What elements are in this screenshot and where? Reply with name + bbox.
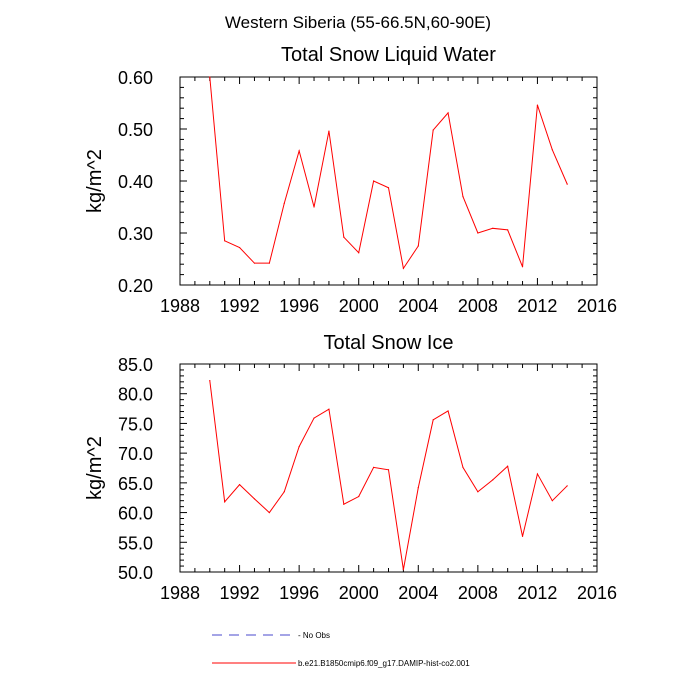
data-point — [209, 76, 211, 78]
data-point — [313, 417, 315, 419]
data-point — [417, 245, 419, 247]
y-tick-label: 0.30 — [118, 224, 153, 244]
data-point — [492, 227, 494, 229]
y-axis-label: kg/m^2 — [84, 149, 106, 213]
series-line — [209, 76, 568, 270]
data-point — [373, 180, 375, 182]
data-point — [283, 202, 285, 204]
data-point — [268, 511, 270, 514]
chart-panels: Total Snow Liquid Water kg/m^2 1988 1992 199… — [84, 44, 617, 603]
data-point — [536, 104, 539, 106]
plot-frame — [179, 76, 598, 286]
x-tick-label: 1992 — [220, 583, 260, 603]
y-tick-label: 80.0 — [118, 385, 153, 405]
x-tick-label: 1996 — [279, 583, 319, 603]
x-tick-label: 2016 — [577, 583, 617, 603]
legend-label-1: - No Obs — [298, 631, 330, 640]
figure-title: Western Siberia (55-66.5N,60-90E) — [225, 13, 491, 32]
x-tick-label: 2000 — [339, 296, 379, 316]
x-tick-label: 2000 — [339, 583, 379, 603]
data-point — [343, 503, 345, 505]
data-point — [328, 408, 330, 410]
data-point — [521, 535, 524, 537]
y-tick-label: 0.40 — [118, 172, 153, 192]
y-tick-label: 0.60 — [118, 68, 153, 88]
y-tick-label: 65.0 — [118, 474, 153, 494]
panel-title: Total Snow Liquid Water — [281, 44, 496, 66]
x-tick-label: 2004 — [398, 583, 438, 603]
y-tick-label: 0.20 — [118, 276, 153, 296]
plot-frame — [179, 363, 598, 573]
data-point — [492, 479, 494, 481]
y-tick-label: 60.0 — [118, 504, 153, 524]
x-tick-label: 2004 — [398, 296, 438, 316]
data-point — [358, 495, 360, 498]
data-point — [417, 487, 419, 489]
data-point — [402, 267, 404, 269]
data-point — [224, 501, 226, 503]
data-point — [298, 150, 300, 152]
data-point — [432, 419, 434, 421]
y-tick-label: 70.0 — [118, 444, 153, 464]
y-tick-label: 50.0 — [118, 563, 153, 583]
data-point — [507, 465, 509, 467]
data-point — [387, 469, 390, 471]
y-tick-label: 85.0 — [118, 355, 153, 375]
y-tick-label: 0.50 — [118, 120, 153, 140]
data-point — [551, 149, 553, 151]
data-point — [358, 252, 360, 254]
data-point — [283, 491, 285, 493]
data-point — [373, 466, 375, 469]
data-point — [447, 410, 449, 412]
data-point — [343, 236, 345, 238]
data-point — [328, 130, 330, 132]
data-point — [507, 229, 509, 231]
data-point — [536, 473, 539, 475]
data-point — [238, 246, 241, 249]
x-tick-label: 2016 — [577, 296, 617, 316]
panel-2: Total Snow Ice kg/m^2 1988 1992 1996 2000 2004… — [84, 332, 617, 603]
series-line — [209, 380, 568, 570]
x-tick-label: 1988 — [160, 583, 200, 603]
x-tick-label: 2012 — [517, 583, 557, 603]
y-tick-label: 55.0 — [118, 533, 153, 553]
data-point — [447, 112, 449, 114]
data-point — [209, 380, 211, 382]
legend: - No Obs b.e21.B1850cmip6.f09_g17.DAMIP-h… — [212, 631, 470, 668]
data-point — [477, 232, 479, 234]
data-point — [402, 569, 404, 571]
panel-title: Total Snow Ice — [323, 332, 453, 354]
data-point — [238, 484, 241, 486]
y-tick-label: 75.0 — [118, 414, 153, 434]
data-point — [313, 206, 315, 208]
data-point — [253, 498, 256, 500]
x-tick-label: 1992 — [220, 296, 260, 316]
data-point — [462, 466, 464, 469]
x-tick-label: 2008 — [458, 583, 498, 603]
x-tick-label: 1988 — [160, 296, 200, 316]
data-point — [462, 196, 464, 198]
data-point — [387, 187, 390, 189]
data-point — [432, 129, 434, 131]
data-point — [224, 240, 226, 242]
data-point — [521, 266, 524, 268]
data-point — [298, 446, 300, 448]
data-point — [477, 491, 479, 493]
legend-label-2: b.e21.B1850cmip6.f09_g17.DAMIP-hist-co2.… — [298, 659, 470, 668]
x-tick-label: 2012 — [517, 296, 557, 316]
data-point — [566, 183, 568, 185]
x-tick-label: 1996 — [279, 296, 319, 316]
panel-1: Total Snow Liquid Water kg/m^2 1988 1992 199… — [84, 44, 617, 316]
data-point — [268, 262, 270, 264]
data-point — [551, 500, 553, 502]
data-point — [253, 262, 256, 264]
data-point — [566, 485, 568, 487]
x-tick-label: 2008 — [458, 296, 498, 316]
y-axis-label: kg/m^2 — [84, 436, 106, 500]
